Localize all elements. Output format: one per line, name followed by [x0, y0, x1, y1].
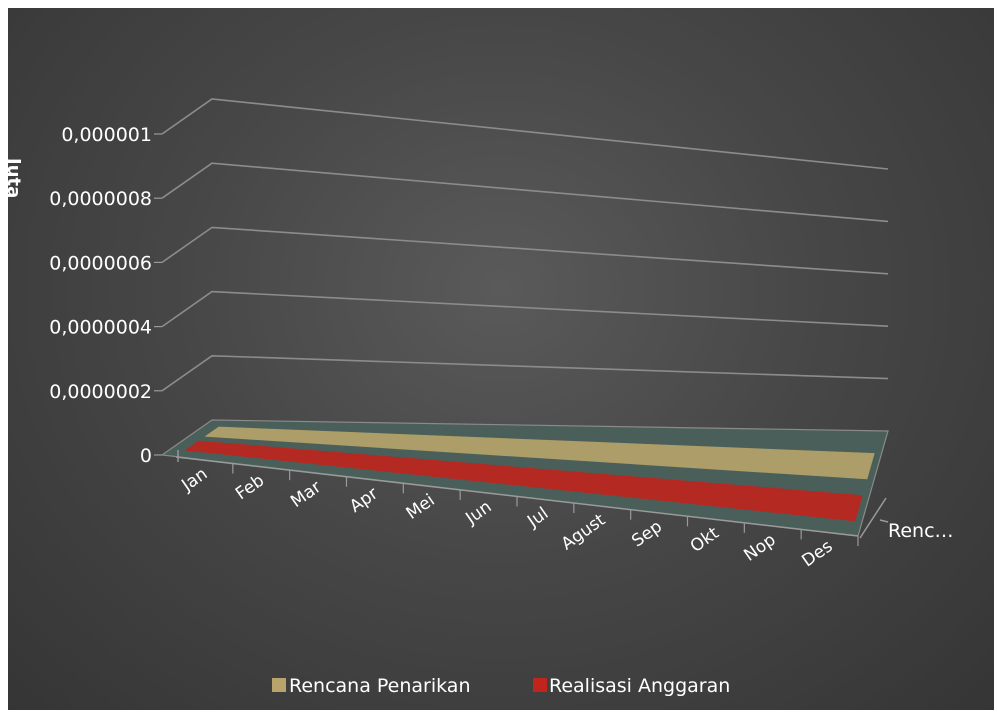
- gridline: [161, 354, 889, 392]
- legend-swatch-rencana: [272, 678, 286, 692]
- gridlines: [161, 98, 889, 392]
- legend-label-rencana: Rencana Penarikan: [289, 675, 471, 697]
- legend-label-realisasi: Realisasi Anggaran: [549, 675, 730, 697]
- chart-area: [8, 8, 994, 710]
- x-tick-label: Mei: [403, 490, 439, 524]
- gridline: [161, 98, 889, 170]
- gridline: [161, 290, 889, 328]
- y-tick-label: 0,0000004: [49, 317, 152, 339]
- series-band-rencana: [204, 426, 875, 480]
- x-tick-label: Feb: [232, 471, 268, 505]
- x-tick-label: Jan: [178, 464, 212, 496]
- x-tick-label: Sep: [628, 517, 666, 552]
- x-tick-label: Nop: [740, 530, 779, 566]
- depth-axis-label: Renc…: [888, 520, 954, 542]
- y-axis-label: Juta: [3, 156, 24, 198]
- gridline: [161, 226, 889, 275]
- series-band-realisasi: [184, 440, 863, 522]
- x-tick-label: Agust: [558, 510, 610, 555]
- gridline: [161, 162, 889, 223]
- x-tick-label: Des: [798, 536, 836, 571]
- series-marks: [184, 426, 875, 522]
- y-tick-label: 0: [140, 445, 152, 467]
- x-tick-label: Apr: [346, 484, 382, 517]
- x-tick-label: Mar: [287, 477, 325, 512]
- depth-axis-line: [859, 497, 887, 539]
- y-axis-ticks: 0 0,0000002 0,0000004 0,0000006 0,0000008 0,0…: [49, 124, 162, 467]
- y-tick-label: 0,000001: [61, 124, 152, 146]
- y-tick-label: 0,0000008: [49, 188, 152, 210]
- depth-axis-tick: [879, 519, 889, 523]
- x-tick-label: Jun: [461, 497, 495, 529]
- legend: Rencana Penarikan Realisasi Anggaran: [272, 675, 730, 697]
- y-tick-label: 0,0000002: [49, 381, 152, 403]
- x-tick-label: Okt: [687, 523, 723, 557]
- y-tick-label: 0,0000006: [49, 252, 152, 274]
- x-tick-label: Jul: [523, 504, 552, 533]
- legend-swatch-realisasi: [533, 678, 547, 692]
